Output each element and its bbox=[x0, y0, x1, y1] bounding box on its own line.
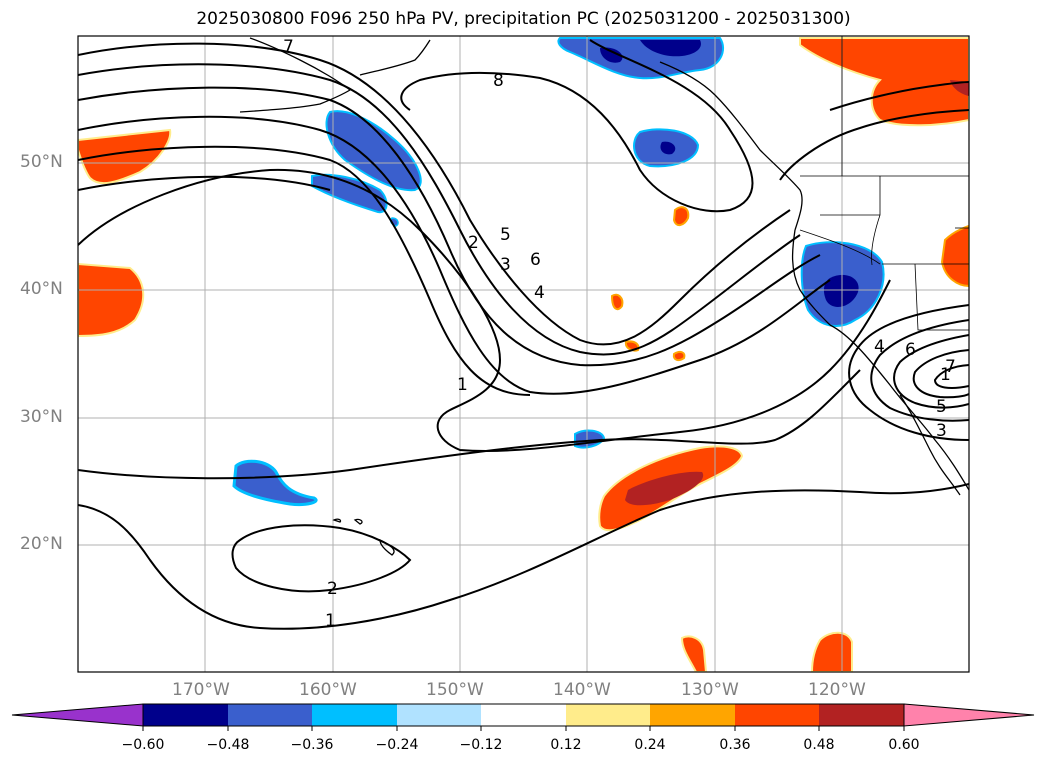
contour-label: 2 bbox=[468, 233, 479, 253]
lon-label: 150°W bbox=[426, 680, 484, 700]
contour-label: 6 bbox=[530, 250, 541, 270]
lon-label: 160°W bbox=[299, 680, 357, 700]
lon-label: 120°W bbox=[808, 680, 866, 700]
colorbar-extend-high bbox=[903, 703, 1035, 727]
contour-label: 5 bbox=[936, 397, 947, 417]
coastlines bbox=[239, 37, 969, 556]
contour-label: 4 bbox=[874, 337, 885, 357]
colorbar-tick-label: −0.60 bbox=[121, 737, 165, 753]
contour-label: 4 bbox=[534, 283, 545, 303]
lat-label: 40°N bbox=[20, 279, 63, 299]
lon-label: 170°W bbox=[172, 680, 230, 700]
map-background bbox=[78, 36, 969, 672]
lat-label: 50°N bbox=[20, 152, 63, 172]
contour-label: 5 bbox=[500, 225, 511, 245]
contour-label: 6 bbox=[905, 340, 916, 360]
colorbar-bin bbox=[481, 704, 566, 726]
colorbar-bin bbox=[143, 704, 228, 726]
colorbar-bin bbox=[819, 704, 904, 726]
colorbar-bin bbox=[650, 704, 735, 726]
lon-label: 140°W bbox=[553, 680, 611, 700]
colorbar-tick-label: 0.12 bbox=[550, 737, 582, 753]
colorbar bbox=[11, 703, 1035, 731]
colorbar-tick-label: −0.24 bbox=[375, 737, 419, 753]
contour-label: 7 bbox=[945, 357, 956, 377]
colorbar-tick-label: 0.60 bbox=[888, 737, 920, 753]
colorbar-bin bbox=[228, 704, 312, 726]
lat-label: 20°N bbox=[20, 534, 63, 554]
colorbar-extend-low bbox=[11, 703, 144, 727]
colorbar-tick-label: 0.36 bbox=[719, 737, 751, 753]
contour-label: 3 bbox=[500, 255, 511, 275]
colorbar-tick-label: −0.36 bbox=[290, 737, 334, 753]
colorbar-tick-label: −0.12 bbox=[459, 737, 503, 753]
pv-contours bbox=[78, 39, 969, 630]
contour-label: 8 bbox=[493, 71, 504, 91]
contour-label: 1 bbox=[457, 375, 468, 395]
lat-label: 30°N bbox=[20, 407, 63, 427]
contour-label: 1 bbox=[325, 611, 336, 631]
contour-labels: 1 2 3 4 5 6 7 8 1 2 1 4 6 7 5 3 bbox=[283, 37, 956, 631]
lon-label: 130°W bbox=[681, 680, 739, 700]
contour-label: 7 bbox=[283, 37, 294, 57]
map-frame bbox=[77, 35, 970, 673]
colorbar-tick-label: 0.48 bbox=[803, 737, 835, 753]
colorbar-tick-label: 0.24 bbox=[634, 737, 666, 753]
precipitation-shading bbox=[78, 37, 969, 672]
contour-label: 3 bbox=[936, 421, 947, 441]
map-title: 2025030800 F096 250 hPa PV, precipitatio… bbox=[196, 9, 851, 29]
colorbar-tick-label: −0.48 bbox=[206, 737, 250, 753]
colorbar-bin bbox=[735, 704, 819, 726]
colorbar-bin bbox=[312, 704, 397, 726]
colorbar-bin bbox=[566, 704, 650, 726]
contour-label: 1 bbox=[940, 365, 951, 385]
contour-label: 2 bbox=[327, 579, 338, 599]
colorbar-bin bbox=[397, 704, 481, 726]
